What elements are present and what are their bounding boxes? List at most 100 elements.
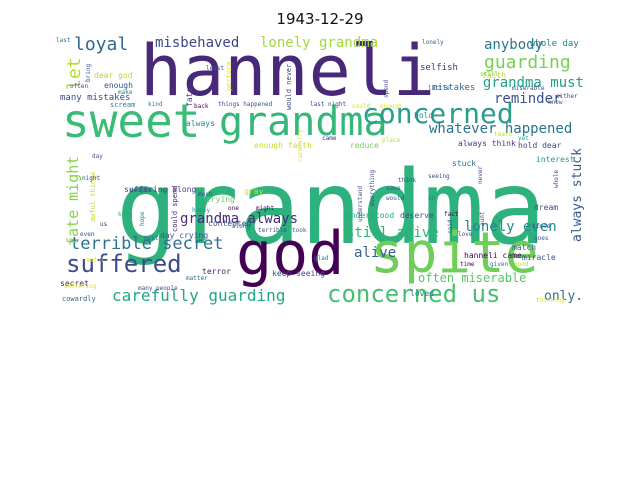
cloud-word: deserve <box>400 211 434 220</box>
cloud-word: hanneli <box>140 30 436 112</box>
cloud-word: tears <box>494 131 513 138</box>
cloud-word: perform <box>225 61 233 92</box>
cloud-word: might <box>256 205 275 212</box>
cloud-word: god <box>236 219 345 289</box>
cloud-word: fate <box>185 87 194 108</box>
cloud-word: awful <box>86 257 105 264</box>
cloud-word: misbehaved <box>155 35 240 51</box>
cloud-word: save <box>386 185 401 192</box>
cloud-word: since <box>532 223 551 230</box>
cloud-word: many people <box>138 285 178 292</box>
cloud-word: reminder <box>494 91 562 107</box>
cloud-word: last night <box>310 101 347 108</box>
cloud-word: grandma must <box>482 75 584 91</box>
cloud-word: cowardly <box>62 295 96 303</box>
cloud-word: grandma <box>219 99 388 145</box>
cloud-word: whole day <box>530 39 579 49</box>
cloud-word: one <box>228 205 239 212</box>
cloud-word: time <box>460 261 475 268</box>
cloud-word: always think <box>458 139 516 148</box>
cloud-word: thinking <box>536 297 565 304</box>
cloud-word: terrible secret <box>70 234 224 254</box>
cloud-word: only. <box>544 289 584 304</box>
cloud-word: yet <box>518 135 529 142</box>
cloud-word: interest <box>536 155 575 164</box>
cloud-word: still <box>480 71 499 78</box>
cloud-word: happy <box>192 207 211 214</box>
cloud-word: carefully guarding <box>112 286 286 305</box>
cloud-word: think <box>398 177 417 184</box>
cloud-word: dear god <box>94 71 133 80</box>
cloud-word: fact <box>444 211 459 218</box>
cloud-word: mistakes <box>432 83 476 93</box>
cloud-word: whole <box>553 169 560 188</box>
cloud-word: miracle <box>522 253 556 262</box>
cloud-word: loyal <box>74 34 129 55</box>
cloud-word: match <box>512 243 537 252</box>
cloud-word: aunt <box>479 211 486 227</box>
cloud-word: must <box>144 235 159 242</box>
cloud-word: hope <box>139 211 146 227</box>
cloud-word: kind <box>148 101 163 108</box>
cloud-word: came <box>322 135 337 142</box>
cloud-word: make <box>118 89 133 96</box>
cloud-word: know <box>548 99 563 106</box>
cloud-word: glad <box>314 255 329 262</box>
cloud-word: back <box>194 103 209 110</box>
cloud-word: grandma always <box>180 211 299 227</box>
cloud-word: said <box>447 219 454 235</box>
cloud-word: enough <box>380 103 402 110</box>
cloud-word: stuck <box>452 159 477 168</box>
cloud-word: goes <box>534 235 549 242</box>
cloud-word: good <box>514 261 529 268</box>
cloud-word: guarding <box>484 52 571 73</box>
cloud-word: grandma <box>116 149 546 268</box>
cloud-word: dream <box>534 203 559 212</box>
cloud-word: understand <box>357 185 364 222</box>
cloud-word: even <box>80 231 95 238</box>
cloud-word: matter <box>186 275 208 282</box>
cloud-word: could <box>352 103 371 110</box>
cloud-word: love <box>458 231 473 238</box>
cloud-word: bring <box>85 63 92 82</box>
cloud-word: crying <box>206 195 235 204</box>
cloud-word: spite <box>370 221 539 286</box>
cloud-word: enough faith <box>254 141 312 150</box>
cloud-word: miserable <box>512 85 545 92</box>
cloud-word: never <box>477 165 484 184</box>
cloud-word: little <box>428 85 450 92</box>
cloud-word: always <box>186 119 215 128</box>
cloud-word: night <box>82 175 101 182</box>
cloud-word: place <box>382 137 401 144</box>
cloud-word: still alive <box>346 225 439 241</box>
cloud-word: anybody <box>484 37 544 53</box>
cloud-word: us <box>100 221 108 228</box>
cloud-word: alive <box>354 245 397 261</box>
word-cloud: grandma hanneli god spite sweet grandma concer… <box>56 30 585 308</box>
cloud-word: concerned <box>362 97 514 130</box>
cloud-word: suffering <box>64 283 97 290</box>
cloud-word: reduce <box>350 141 379 150</box>
cloud-word: given <box>490 261 509 268</box>
cloud-word: keep <box>118 211 133 218</box>
cloud-word: often miserable <box>418 271 527 285</box>
cloud-word: hanneli came <box>464 251 522 260</box>
cloud-word: fate might <box>64 155 82 246</box>
cloud-word: enough <box>104 81 133 90</box>
cloud-word: whatever happened <box>429 121 573 137</box>
cloud-word: keep seeing <box>272 269 325 278</box>
cloud-word: could spend <box>171 185 179 233</box>
cloud-word: loved <box>410 289 435 298</box>
cloud-word: gray <box>244 187 264 196</box>
cloud-word: many mistakes <box>60 93 131 103</box>
cloud-word: suffered <box>66 250 182 278</box>
cloud-word: spend <box>383 79 390 98</box>
cloud-word: day crying <box>160 231 209 240</box>
cloud-word: took <box>292 227 307 234</box>
cloud-word: scream <box>110 101 136 109</box>
cloud-word: oh <box>428 195 436 202</box>
cloud-word: lonely <box>422 39 444 46</box>
cloud-word: people <box>130 187 152 194</box>
cloud-word: understood <box>346 211 395 220</box>
cloud-word: concerned us <box>327 280 501 308</box>
